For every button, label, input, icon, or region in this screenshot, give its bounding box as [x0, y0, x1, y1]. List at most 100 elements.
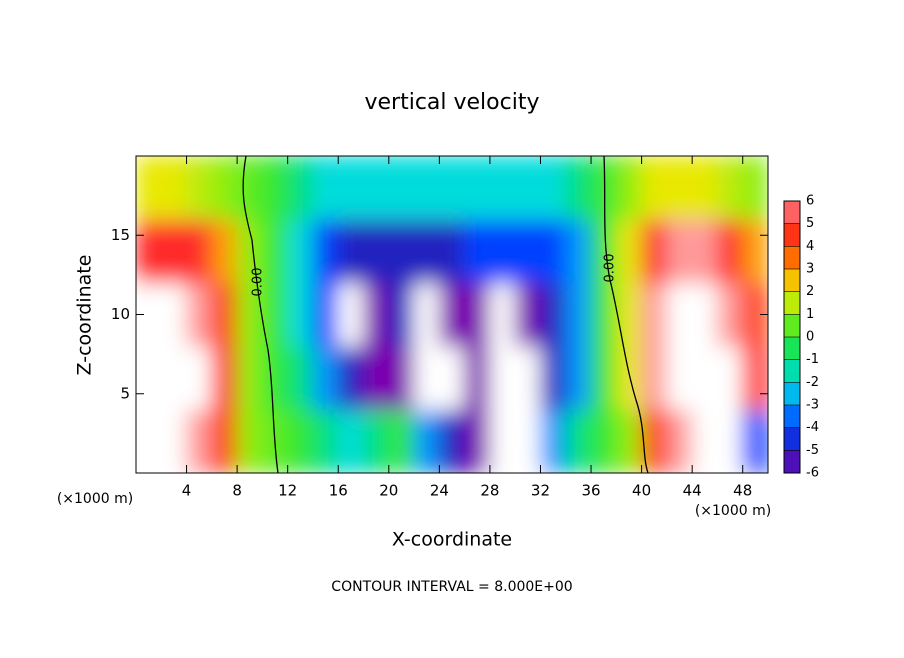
field-cell	[160, 282, 188, 347]
x-tick-label: 48	[733, 482, 752, 500]
field-cell	[716, 156, 744, 220]
field-cell	[641, 156, 668, 220]
field-cell	[716, 282, 744, 347]
field-cell	[186, 345, 213, 411]
x-tick-label: 24	[430, 482, 449, 500]
field-cell	[211, 345, 238, 411]
colorbar-label: -1	[806, 352, 819, 367]
field-cell	[565, 156, 592, 220]
field-cell	[438, 345, 466, 411]
field-cell	[742, 409, 768, 473]
x-tick-label: 28	[480, 482, 499, 500]
field-cell	[539, 218, 567, 284]
y-axis-label: Z-coordinate	[74, 255, 96, 376]
field-cell	[186, 282, 213, 347]
field-cell	[211, 409, 238, 473]
field-cell	[514, 282, 541, 347]
field-cell	[388, 156, 415, 220]
field-cell	[666, 345, 693, 411]
x-tick-label: 20	[379, 482, 398, 500]
x-axis-label: X-coordinate	[392, 529, 512, 551]
field-cell	[186, 156, 213, 220]
x-tick-label: 12	[278, 482, 297, 500]
field-cell	[438, 156, 466, 220]
field-cell	[438, 282, 466, 347]
contours	[242, 156, 649, 473]
field-cell	[312, 156, 339, 220]
x-tick-label: 32	[531, 482, 550, 500]
field-cell	[363, 156, 390, 220]
field-cell	[363, 282, 390, 347]
field-cell	[489, 345, 516, 411]
field-cell	[464, 218, 491, 284]
field-cell	[236, 409, 263, 473]
colorbar-label: -3	[806, 398, 819, 413]
field-cell	[489, 218, 516, 284]
field-cells	[136, 156, 768, 473]
field-cell	[211, 282, 238, 347]
field-cell	[388, 282, 415, 347]
field-cell	[464, 409, 491, 473]
field	[136, 156, 768, 473]
field-cell	[236, 156, 263, 220]
field-cell	[565, 218, 592, 284]
colorbar-band	[784, 201, 800, 224]
field-cell	[716, 345, 744, 411]
field-cell	[438, 218, 466, 284]
field-cell	[539, 345, 567, 411]
field-cell	[363, 218, 390, 284]
field-cell	[514, 218, 541, 284]
field-cell	[590, 409, 617, 473]
colorbar-label: -5	[806, 443, 819, 458]
field-cell	[186, 409, 213, 473]
field-cell	[363, 409, 390, 473]
field-cell	[539, 282, 567, 347]
field-cell	[236, 345, 263, 411]
field-cell	[413, 282, 440, 347]
field-cell	[615, 156, 643, 220]
field-cell	[716, 409, 744, 473]
chart-title: vertical velocity	[364, 90, 539, 115]
field-cell	[363, 345, 390, 411]
field-cell	[666, 218, 693, 284]
field-cell	[666, 156, 693, 220]
field-cell	[160, 409, 188, 473]
field-cell	[312, 282, 339, 347]
field-cell	[615, 218, 643, 284]
contour-label: 0.00	[603, 254, 618, 283]
field-cell	[615, 345, 643, 411]
x-tick-label: 44	[683, 482, 702, 500]
contour-line	[603, 156, 649, 473]
colorbar-label: 0	[806, 330, 814, 345]
field-cell	[337, 409, 365, 473]
field-cell	[691, 282, 718, 347]
field-cell	[489, 409, 516, 473]
field-cell	[211, 218, 238, 284]
colorbar-label: -4	[806, 420, 819, 435]
field-cell	[464, 345, 491, 411]
field-cell	[742, 345, 768, 411]
field-cell	[691, 218, 718, 284]
colorbar-label: 6	[806, 194, 814, 209]
field-cell	[388, 409, 415, 473]
field-cell	[413, 218, 440, 284]
field-cell	[590, 156, 617, 220]
y-tick-label: 15	[111, 226, 130, 244]
field-cell	[438, 409, 466, 473]
field-cell	[615, 409, 643, 473]
field-cell	[337, 156, 365, 220]
field-cell	[287, 156, 314, 220]
colorbar-band	[784, 314, 800, 337]
field-cell	[136, 345, 162, 411]
colorbar-label: 2	[806, 284, 814, 299]
field-cell	[641, 345, 668, 411]
field-cell	[691, 409, 718, 473]
field-cell	[464, 156, 491, 220]
field-cell	[287, 409, 314, 473]
field-cell	[742, 218, 768, 284]
field-cell	[261, 282, 289, 347]
x-tick-label: 4	[182, 482, 192, 500]
field-cell	[388, 345, 415, 411]
colorbar-label: -6	[806, 466, 819, 481]
